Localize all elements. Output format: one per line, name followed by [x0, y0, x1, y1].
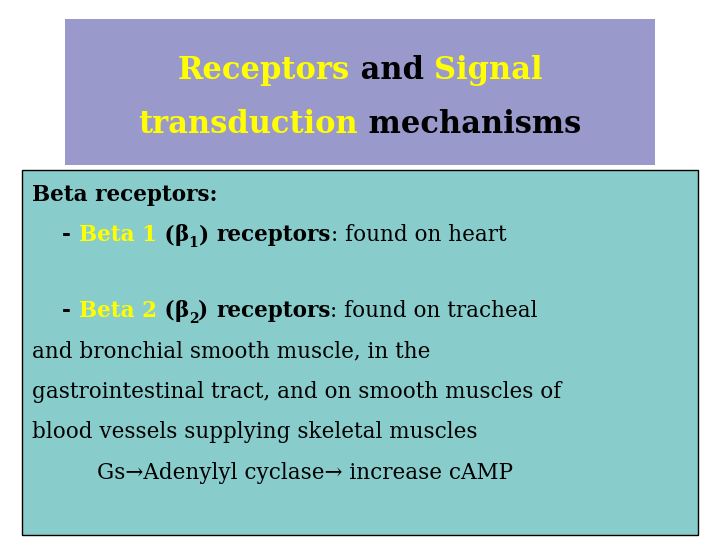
Text: 1: 1 [189, 236, 199, 250]
Text: and bronchial smooth muscle, in the: and bronchial smooth muscle, in the [32, 340, 431, 362]
Text: Signal: Signal [434, 55, 543, 86]
Text: (: ( [157, 300, 174, 322]
Text: receptors: receptors [216, 224, 330, 246]
Text: Beta 1: Beta 1 [78, 224, 157, 246]
FancyBboxPatch shape [65, 19, 655, 165]
Text: receptors: receptors [216, 300, 330, 322]
Text: mechanisms: mechanisms [359, 109, 582, 140]
Text: gastrointestinal tract, and on smooth muscles of: gastrointestinal tract, and on smooth mu… [32, 381, 562, 403]
Text: transduction: transduction [138, 109, 359, 140]
Text: ): ) [199, 224, 216, 246]
Text: -: - [32, 224, 78, 246]
Text: Receptors: Receptors [177, 55, 349, 86]
Text: Beta 2: Beta 2 [78, 300, 157, 322]
Text: β: β [174, 224, 189, 246]
Text: and: and [349, 55, 434, 86]
Text: ): ) [198, 300, 216, 322]
Text: : found on heart: : found on heart [330, 224, 506, 246]
Text: β: β [174, 300, 189, 322]
Text: -: - [32, 300, 78, 322]
Text: (: ( [157, 224, 174, 246]
Text: 2: 2 [189, 312, 198, 326]
Text: blood vessels supplying skeletal muscles: blood vessels supplying skeletal muscles [32, 421, 478, 443]
FancyBboxPatch shape [22, 170, 698, 535]
Text: : found on tracheal: : found on tracheal [330, 300, 538, 322]
Text: Gs→Adenylyl cyclase→ increase cAMP: Gs→Adenylyl cyclase→ increase cAMP [97, 462, 513, 484]
Text: Beta receptors:: Beta receptors: [32, 184, 218, 206]
